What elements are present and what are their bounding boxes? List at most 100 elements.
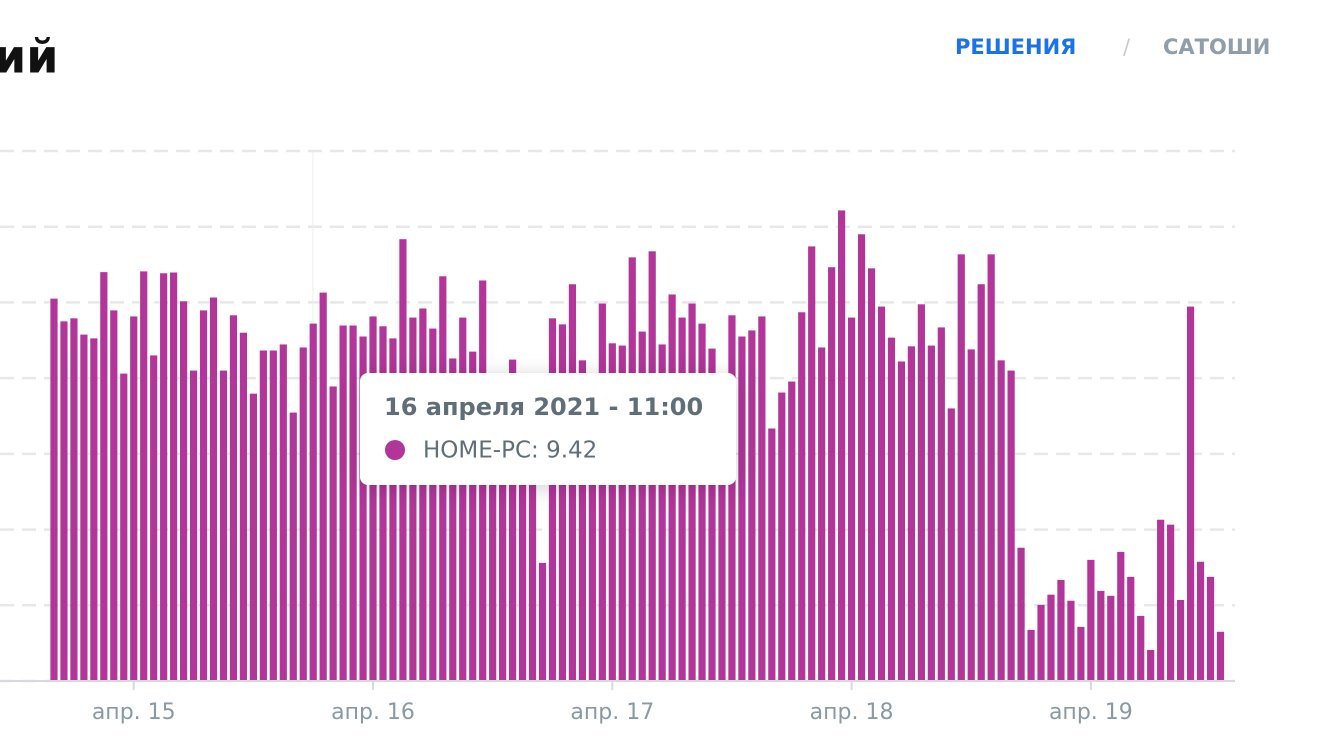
- bar: [1167, 524, 1175, 681]
- bar: [977, 284, 985, 681]
- bar: [1107, 595, 1115, 681]
- bar: [489, 419, 497, 681]
- bar: [638, 331, 646, 681]
- bar: [728, 315, 736, 681]
- bar: [349, 325, 357, 681]
- bar: [309, 323, 317, 681]
- page-title: ий: [0, 30, 58, 84]
- bar: [548, 318, 557, 681]
- bar: [528, 416, 537, 681]
- bar: [140, 271, 148, 681]
- tooltip: 16 апреля 2021 - 11:00 HOME-PC: 9.42: [360, 373, 736, 485]
- bar: [359, 336, 367, 681]
- bar: [269, 350, 277, 681]
- bar: [688, 303, 696, 681]
- bar: [738, 336, 746, 681]
- bar: [459, 317, 467, 681]
- x-tick-label: апр. 17: [570, 700, 654, 725]
- bar: [1196, 561, 1205, 681]
- bar: [249, 393, 257, 681]
- bar: [867, 268, 876, 681]
- x-axis: апр. 15 апр. 16 апр. 17 апр. 18 апр. 19: [0, 680, 1235, 725]
- toggle-option[interactable]: САТОШИ: [1163, 35, 1270, 59]
- bar: [518, 416, 527, 681]
- tooltip-label: HOME-PC: 9.42: [423, 438, 597, 464]
- bar: [50, 298, 58, 681]
- bar: [409, 317, 417, 681]
- bar: [289, 412, 297, 681]
- bar: [209, 297, 218, 681]
- bar: [1017, 547, 1025, 681]
- bar: [678, 317, 686, 681]
- bar: [1117, 551, 1125, 681]
- bar: [927, 345, 935, 681]
- bar: [130, 316, 138, 681]
- x-tick-label: апр. 16: [331, 700, 415, 725]
- bar: [748, 330, 756, 681]
- tooltip-title: 16 апреля 2021 - 11:00: [384, 393, 703, 421]
- bar: [1157, 519, 1165, 681]
- bar: [778, 392, 786, 681]
- bar: [179, 301, 188, 681]
- bar: [319, 292, 327, 681]
- bar: [1057, 579, 1065, 681]
- bar: [987, 254, 995, 681]
- tooltip-box: [360, 373, 736, 485]
- bar: [698, 323, 706, 681]
- x-tick-label: апр. 18: [810, 700, 894, 725]
- bars: [50, 210, 1225, 682]
- bar: [578, 360, 586, 681]
- bar: [538, 562, 547, 681]
- toggle-option[interactable]: РЕШЕНИЯ: [955, 35, 1076, 59]
- bar: [1087, 559, 1095, 681]
- bar: [170, 272, 178, 681]
- bar: [957, 254, 965, 681]
- bar: [90, 338, 98, 681]
- bar: [299, 347, 307, 681]
- bar: [1137, 615, 1145, 681]
- bar: [788, 381, 796, 681]
- bar: [509, 359, 517, 681]
- bar: [1047, 594, 1055, 681]
- bar: [937, 327, 945, 681]
- bar: [947, 408, 955, 681]
- bar: [189, 370, 198, 681]
- bar: [718, 397, 726, 681]
- bar: [887, 337, 896, 681]
- bar: [838, 210, 846, 681]
- x-tick-label: апр. 19: [1049, 700, 1133, 725]
- bar: [419, 308, 427, 681]
- bar: [808, 246, 816, 681]
- bar: [558, 324, 567, 681]
- bar: [618, 345, 626, 681]
- bar: [768, 428, 776, 681]
- bar: [80, 334, 88, 681]
- tooltip-marker: [385, 440, 405, 460]
- bar: [379, 326, 387, 681]
- bar: [279, 344, 287, 681]
- bar: [259, 350, 267, 681]
- bar: [1206, 576, 1215, 681]
- bar: [499, 419, 507, 681]
- bar: [229, 315, 238, 681]
- bar: [1216, 631, 1225, 681]
- bar: [1186, 306, 1195, 681]
- bar: [708, 348, 716, 681]
- bar: [877, 306, 886, 681]
- bar: [967, 349, 975, 681]
- bar: [1127, 576, 1135, 681]
- bar: [1097, 590, 1105, 681]
- bar: [658, 344, 666, 681]
- bar: [1037, 604, 1045, 681]
- bar: [219, 370, 228, 681]
- bar: [1176, 599, 1185, 681]
- bar: [818, 347, 826, 681]
- bar: [1147, 649, 1155, 681]
- bar: [389, 338, 397, 681]
- bar: [150, 355, 158, 681]
- bar: [847, 317, 856, 681]
- bar: [100, 272, 108, 681]
- bar: [798, 312, 806, 681]
